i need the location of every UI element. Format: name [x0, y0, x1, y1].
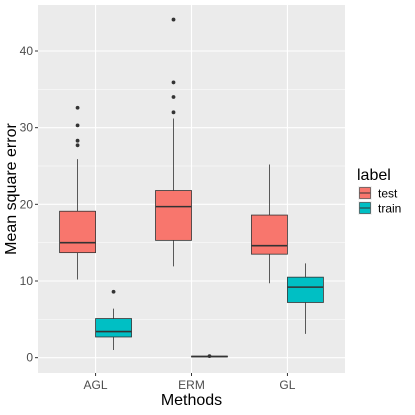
box-test-GL: [251, 164, 288, 284]
outlier-point: [75, 143, 80, 148]
outlier-point: [75, 105, 80, 110]
x-tick-label: GL: [279, 378, 295, 392]
outlier-point: [111, 289, 116, 294]
outlier-point: [171, 80, 176, 85]
y-tick-label: 20: [20, 197, 34, 211]
box-train-ERM: [191, 354, 228, 359]
box-train-GL: [287, 263, 324, 334]
x-axis-ticks: AGL ERM GL: [84, 373, 296, 392]
legend-entry-train: train: [358, 201, 401, 216]
legend-title: label: [357, 167, 391, 184]
x-axis-title: Methods: [161, 392, 222, 409]
box-test-ERM: [155, 17, 192, 267]
outlier-point: [171, 17, 176, 22]
box-rect: [95, 318, 132, 338]
outlier-point: [207, 354, 212, 359]
outlier-point: [171, 95, 176, 99]
y-axis-title: Mean square error: [3, 123, 20, 255]
y-tick-label: 40: [20, 44, 34, 58]
y-tick-label: 10: [20, 274, 34, 288]
box-rect: [251, 214, 288, 255]
outlier-point: [75, 138, 80, 143]
y-tick-label: 30: [20, 121, 34, 135]
box-test-AGL: [59, 105, 96, 280]
box-rect: [287, 276, 324, 303]
legend-label-train: train: [378, 202, 401, 216]
boxes-layer: [59, 17, 324, 359]
outlier-point: [171, 110, 176, 115]
y-tick-label: 0: [26, 351, 33, 365]
x-tick-label: AGL: [84, 378, 108, 392]
box-train-AGL: [95, 289, 132, 350]
outlier-point: [75, 123, 80, 128]
legend: label test train: [357, 167, 401, 216]
legend-entry-test: test: [358, 186, 398, 201]
major-gridlines: [38, 5, 345, 373]
legend-label-test: test: [378, 187, 398, 201]
y-axis-ticks: 0 10 20 30 40: [20, 44, 38, 365]
box-rect: [155, 190, 192, 241]
x-tick-label: ERM: [178, 378, 205, 392]
box-rect: [59, 210, 96, 254]
